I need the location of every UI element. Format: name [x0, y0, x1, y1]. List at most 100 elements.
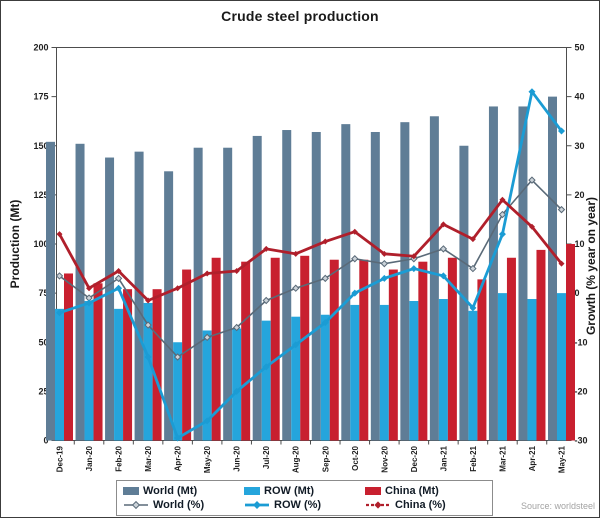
marker — [528, 223, 535, 230]
right-tick-label: -20 — [575, 386, 588, 396]
bar — [261, 320, 271, 441]
marker — [528, 88, 536, 96]
x-tick-label: Nov-20 — [380, 445, 389, 472]
marker — [144, 353, 152, 361]
bar — [536, 249, 546, 441]
bar — [193, 147, 203, 441]
left-tick-label: 0 — [43, 436, 48, 446]
bar — [320, 314, 330, 441]
bar — [134, 151, 144, 441]
left-tick-label: 125 — [33, 190, 48, 200]
marker — [292, 341, 300, 349]
left-tick-label: 75 — [38, 288, 48, 298]
x-tick-label: Mar-21 — [498, 445, 507, 471]
bar — [477, 279, 487, 441]
marker — [203, 333, 211, 342]
marker — [380, 259, 389, 268]
marker — [86, 285, 93, 292]
marker — [469, 264, 477, 273]
marker — [115, 284, 123, 292]
bar — [211, 257, 221, 441]
marker — [410, 265, 418, 273]
x-tick-label: Feb-21 — [469, 445, 478, 471]
marker — [115, 268, 122, 275]
bar — [300, 255, 310, 441]
bar — [388, 269, 398, 441]
marker — [114, 274, 123, 283]
line-world- — [55, 176, 566, 361]
x-axis-ticks — [73, 440, 548, 445]
x-tick-label: Sep-20 — [321, 445, 330, 472]
marker — [56, 231, 63, 238]
chart-title: Crude steel production — [221, 8, 379, 24]
x-tick-label: Dec-20 — [410, 445, 419, 472]
marker — [410, 253, 417, 260]
bar — [409, 300, 419, 441]
marker — [558, 260, 565, 267]
legend-item-world-mt: World (Mt) — [123, 485, 244, 497]
bar — [123, 289, 133, 441]
bar — [311, 131, 321, 441]
bar — [182, 269, 192, 441]
bars-china-mt- — [64, 244, 575, 441]
legend-item-china-pct: China (%) — [365, 499, 486, 511]
bar — [143, 302, 153, 441]
right-axis-title: Growth (% year on year) — [584, 196, 598, 336]
bar — [341, 124, 351, 441]
marker — [351, 289, 359, 297]
left-tick-label: 50 — [38, 337, 48, 347]
row-bar-swatch-icon — [244, 487, 260, 495]
bar — [418, 261, 428, 441]
marker — [351, 255, 359, 263]
legend-label: China (Mt) — [385, 485, 439, 497]
bar — [438, 299, 448, 441]
right-tick-label: 0 — [575, 288, 580, 298]
bar — [291, 316, 301, 441]
legend: World (Mt) ROW (Mt) China (Mt) World (%) — [116, 480, 493, 516]
marker — [55, 272, 64, 280]
bar — [173, 342, 183, 441]
bar — [55, 308, 64, 441]
bar — [46, 141, 55, 441]
bar — [270, 257, 280, 441]
legend-item-row-pct: ROW (%) — [244, 499, 365, 511]
bar — [370, 131, 380, 441]
x-tick-label: Dec-19 — [56, 445, 65, 472]
right-tick-label: 50 — [575, 43, 585, 53]
bar — [252, 135, 262, 441]
bar — [379, 304, 389, 441]
x-axis-labels: Dec-19 Jan-20 Feb-20 Mar-20 Apr-20 May-20 Jun-… — [56, 445, 567, 473]
marker — [292, 250, 299, 257]
bar — [105, 157, 115, 441]
bar — [506, 257, 516, 441]
bar — [497, 293, 507, 441]
bar — [548, 96, 557, 441]
x-tick-label: Apr-20 — [174, 445, 183, 471]
x-tick-label: Mar-20 — [144, 445, 153, 471]
marker — [174, 285, 181, 292]
bar — [527, 299, 537, 441]
row-line-marker-icon — [245, 501, 269, 509]
marker — [262, 363, 270, 371]
bar — [152, 289, 162, 441]
bar — [518, 106, 528, 441]
legend-row-lines: World (%) ROW (%) China (%) — [123, 499, 486, 511]
bar — [329, 259, 339, 441]
marker — [321, 274, 329, 283]
bar — [114, 308, 124, 441]
marker — [233, 387, 241, 395]
marker — [380, 274, 388, 282]
marker — [499, 196, 506, 203]
legend-row-bars: World (Mt) ROW (Mt) China (Mt) — [123, 485, 486, 497]
marker — [321, 319, 329, 327]
bar — [64, 273, 73, 441]
legend-label: World (%) — [153, 499, 205, 511]
right-tick-label: 30 — [575, 141, 585, 151]
marker — [322, 238, 329, 245]
marker — [351, 228, 358, 235]
legend-item-world-pct: World (%) — [123, 499, 244, 511]
marker — [144, 321, 152, 329]
world-bar-swatch-icon — [123, 487, 139, 495]
